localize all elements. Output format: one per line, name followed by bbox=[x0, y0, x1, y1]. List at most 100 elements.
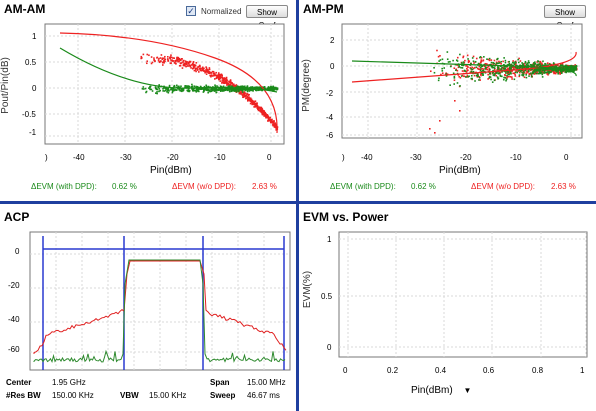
scatter-point bbox=[148, 54, 150, 57]
scatter-point bbox=[173, 84, 176, 87]
scatter-point bbox=[239, 87, 242, 90]
scatter-point bbox=[218, 77, 221, 80]
scatter-point bbox=[267, 119, 270, 121]
x-axis-dropdown[interactable]: Pin(dBm) ▼ bbox=[411, 385, 471, 396]
scatter-point bbox=[257, 108, 260, 110]
scatter-point bbox=[569, 67, 572, 70]
scatter-point bbox=[275, 125, 278, 128]
scatter-point bbox=[255, 103, 258, 106]
scatter-point bbox=[238, 89, 241, 91]
scatter-point bbox=[247, 94, 249, 96]
scatter-point bbox=[233, 87, 236, 89]
scatter-point bbox=[571, 69, 574, 71]
scatter-point bbox=[534, 61, 536, 63]
scatter-point bbox=[262, 112, 265, 114]
scatter-point bbox=[501, 67, 503, 70]
x-tick-label: -40 bbox=[361, 153, 373, 162]
scatter-point bbox=[480, 57, 483, 59]
scatter-point bbox=[449, 65, 452, 68]
scatter-point bbox=[462, 63, 464, 65]
scatter-point bbox=[572, 69, 575, 71]
scatter-point bbox=[206, 88, 209, 90]
show-coef-button[interactable]: Show Coef bbox=[544, 5, 586, 30]
scatter-point bbox=[261, 109, 264, 112]
scatter-point bbox=[499, 65, 502, 68]
scatter-point bbox=[540, 69, 542, 72]
scatter-point bbox=[485, 63, 488, 65]
scatter-point bbox=[486, 68, 489, 71]
am-am-chart bbox=[44, 23, 285, 145]
scatter-point bbox=[188, 64, 191, 66]
scatter-point bbox=[570, 65, 572, 68]
scatter-point bbox=[243, 92, 246, 95]
scatter-point bbox=[272, 86, 275, 89]
scatter-point bbox=[469, 64, 472, 66]
scatter-point bbox=[466, 65, 469, 68]
normalized-checkbox[interactable]: ✓ bbox=[186, 6, 196, 16]
x-tick-label: -10 bbox=[510, 153, 522, 162]
scatter-point bbox=[225, 76, 228, 79]
scatter-point bbox=[562, 65, 564, 68]
scatter-point bbox=[268, 88, 270, 91]
scatter-point bbox=[484, 65, 486, 68]
scatter-point bbox=[276, 128, 279, 130]
scatter-point bbox=[488, 59, 491, 62]
scatter-point bbox=[573, 69, 576, 72]
scatter-point bbox=[559, 64, 562, 67]
scatter-point bbox=[180, 88, 183, 90]
panel-title: EVM vs. Power bbox=[303, 210, 389, 224]
scatter-point bbox=[260, 88, 262, 91]
scatter-point bbox=[200, 86, 203, 89]
scatter-point bbox=[218, 88, 220, 91]
scatter-point bbox=[560, 72, 562, 74]
scatter-point bbox=[181, 89, 184, 92]
scatter-point bbox=[517, 58, 519, 61]
scatter-point bbox=[258, 88, 260, 90]
scatter-point bbox=[460, 66, 462, 69]
scatter-point bbox=[222, 89, 225, 91]
scatter-point bbox=[493, 62, 496, 65]
scatter-point bbox=[536, 65, 539, 67]
scatter-point bbox=[214, 86, 217, 89]
scatter-point bbox=[261, 87, 263, 90]
scatter-point bbox=[231, 85, 233, 88]
scatter-point bbox=[523, 64, 526, 67]
scatter-point bbox=[568, 70, 571, 72]
show-coef-button[interactable]: Show Coef bbox=[246, 5, 288, 30]
scatter-point bbox=[557, 67, 559, 69]
scatter-point bbox=[205, 85, 208, 88]
vertical-divider[interactable] bbox=[296, 0, 299, 411]
scatter-point bbox=[185, 63, 188, 66]
scatter-point bbox=[250, 100, 253, 103]
scatter-point bbox=[514, 73, 516, 76]
scatter-point bbox=[205, 88, 207, 90]
scatter-point bbox=[493, 59, 496, 62]
scatter-point bbox=[259, 106, 262, 109]
scatter-point bbox=[178, 60, 180, 62]
scatter-point bbox=[559, 68, 562, 71]
scatter-point bbox=[180, 59, 182, 62]
scatter-point bbox=[436, 49, 438, 52]
scatter-point bbox=[518, 66, 520, 68]
scatter-point bbox=[275, 126, 277, 128]
scatter-point bbox=[575, 67, 578, 69]
scatter-point bbox=[548, 65, 550, 68]
scatter-point bbox=[548, 65, 550, 68]
scatter-point bbox=[203, 67, 205, 70]
scatter-point bbox=[165, 87, 168, 89]
scatter-point bbox=[241, 89, 244, 92]
scatter-point bbox=[254, 87, 257, 90]
scatter-point bbox=[505, 65, 508, 68]
scatter-point bbox=[507, 72, 509, 75]
scatter-point bbox=[546, 68, 549, 70]
scatter-point bbox=[536, 71, 539, 73]
scatter-point bbox=[533, 65, 536, 67]
scatter-point bbox=[177, 58, 179, 61]
scatter-point bbox=[248, 99, 251, 101]
scatter-point bbox=[250, 99, 253, 102]
scatter-point bbox=[544, 69, 547, 72]
scatter-point bbox=[550, 70, 552, 73]
scatter-point bbox=[270, 120, 273, 122]
scatter-point bbox=[259, 87, 261, 90]
scatter-point bbox=[194, 64, 197, 66]
